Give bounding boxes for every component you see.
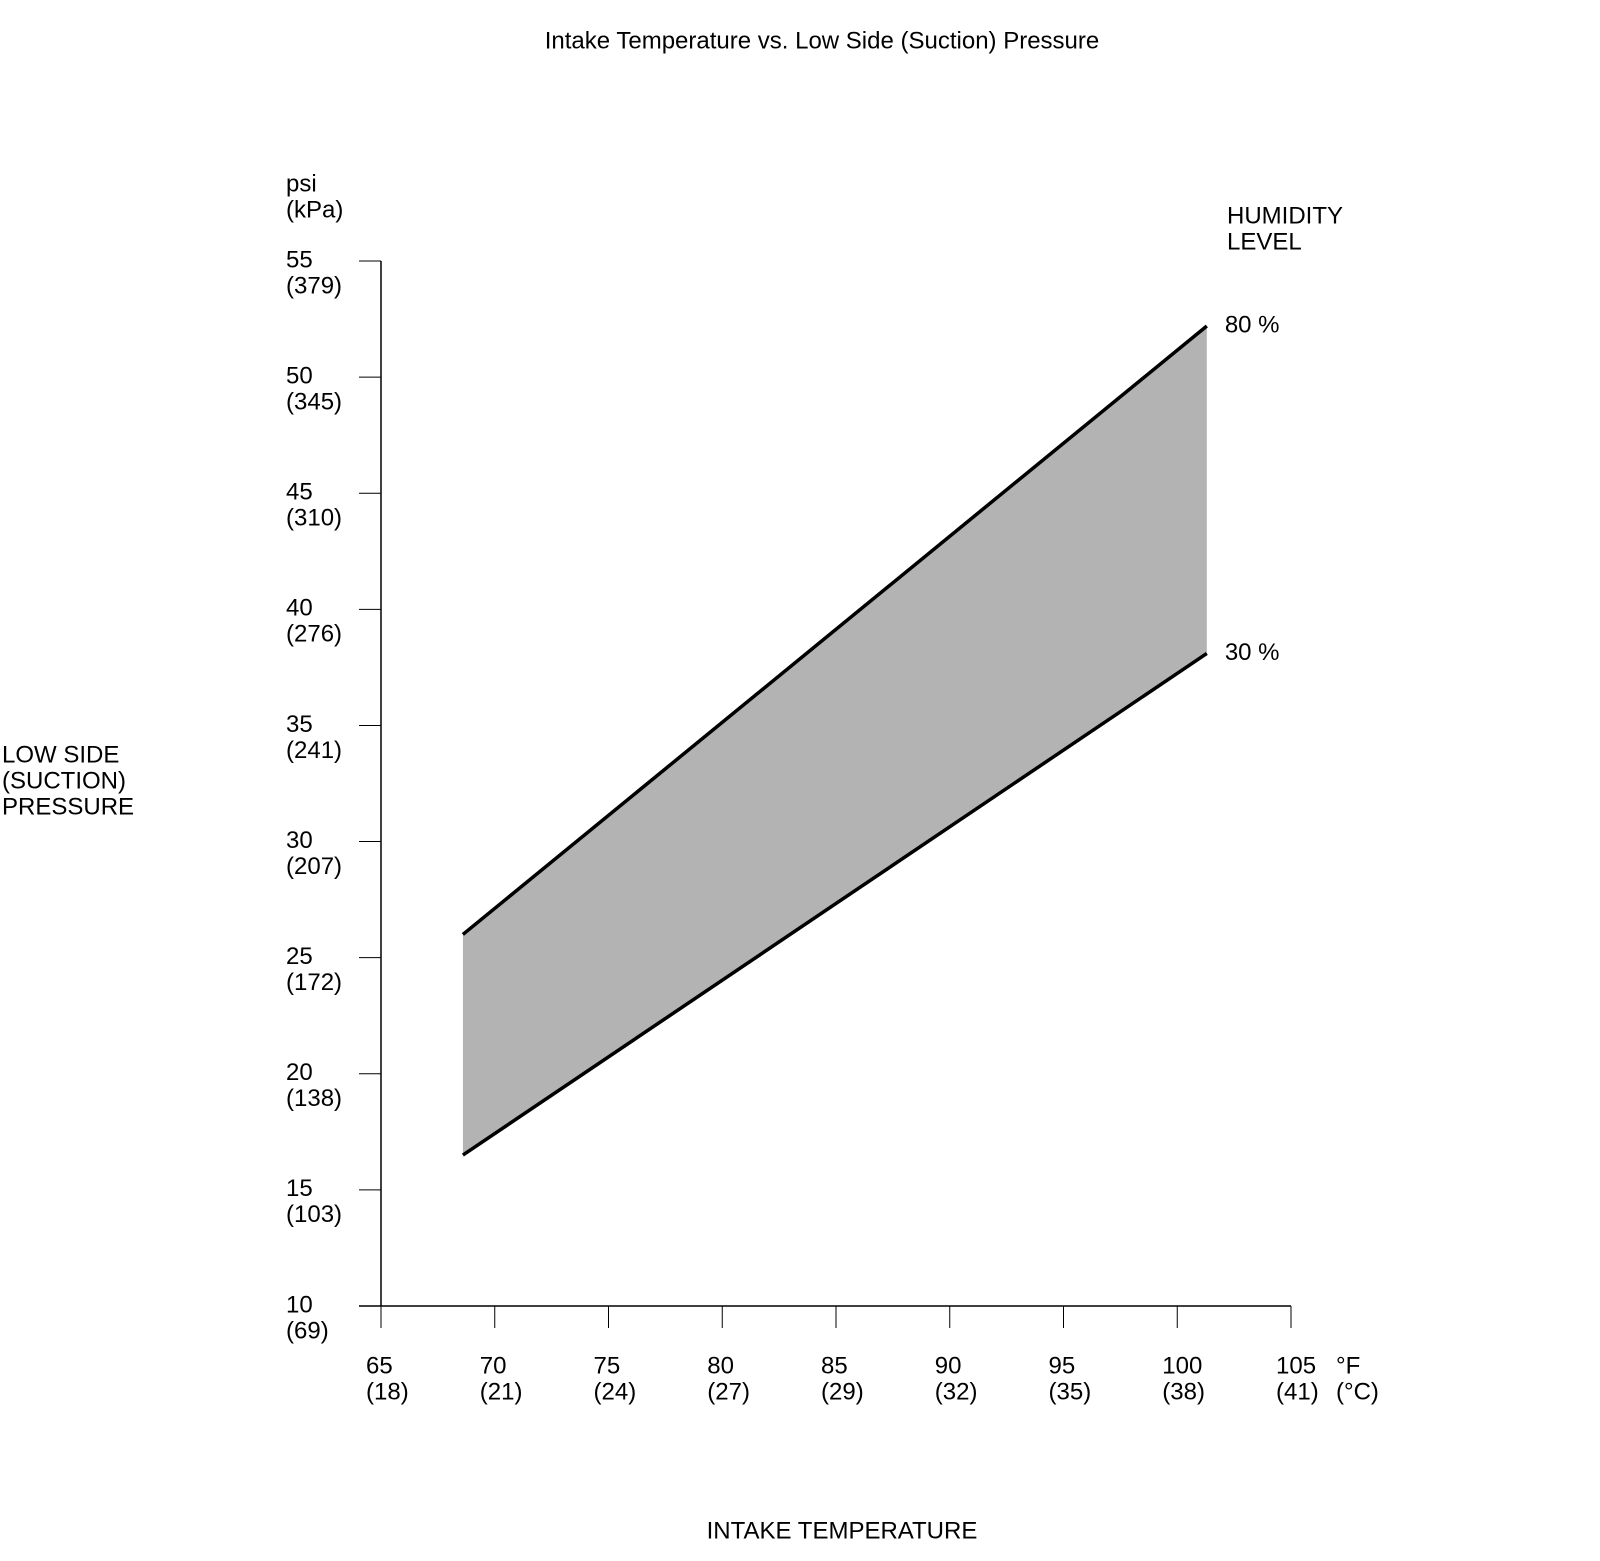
x-tick-secondary-label: (27) (707, 1378, 750, 1405)
y-tick-secondary-label: (276) (286, 621, 342, 648)
y-tick-secondary-label: (345) (286, 388, 342, 415)
y-tick-secondary-label: (172) (286, 969, 342, 996)
x-tick-label: 65 (366, 1352, 393, 1379)
y-tick-secondary-label: (379) (286, 272, 342, 299)
legend-title: LEVEL (1227, 228, 1302, 255)
y-tick-label: 15 (286, 1175, 313, 1202)
x-tick-label: 80 (707, 1352, 734, 1379)
legend-label: 80 % (1225, 311, 1280, 338)
y-tick-label: 25 (286, 943, 313, 970)
y-tick-label: 50 (286, 362, 313, 389)
x-tick-secondary-label: (18) (366, 1378, 409, 1405)
y-tick-label: 45 (286, 479, 313, 506)
y-tick-label: 10 (286, 1291, 313, 1318)
x-tick-secondary-label: (41) (1276, 1378, 1319, 1405)
x-tick-secondary-label: (24) (594, 1378, 637, 1405)
x-axis-label: INTAKE TEMPERATURE (707, 1517, 978, 1544)
line (461, 652, 1208, 1157)
x-tick-secondary-label: (21) (480, 1378, 523, 1405)
x-tick-secondary-label: (29) (821, 1378, 864, 1405)
legend-label: 30 % (1225, 639, 1280, 666)
y-axis-label: (SUCTION) (2, 767, 126, 794)
y-tick-secondary-label: (103) (286, 1201, 342, 1228)
y-units: psi (286, 170, 317, 197)
y-axis-label: PRESSURE (2, 793, 134, 820)
y-tick-label: 30 (286, 827, 313, 854)
line (461, 324, 1208, 936)
x-tick-label: 70 (480, 1352, 507, 1379)
x-tick-label: 75 (594, 1352, 621, 1379)
y-tick-secondary-label: (207) (286, 853, 342, 880)
x-tick-secondary-label: (35) (1049, 1378, 1092, 1405)
y-tick-secondary-label: (69) (286, 1317, 329, 1344)
x-tick-label: 95 (1049, 1352, 1076, 1379)
x-tick-secondary-label: (38) (1162, 1378, 1205, 1405)
x-tick-label: 100 (1162, 1352, 1202, 1379)
humidity-band (462, 326, 1207, 1156)
chart-title: Intake Temperature vs. Low Side (Suction… (545, 27, 1099, 54)
y-units: (kPa) (286, 196, 343, 223)
y-tick-secondary-label: (138) (286, 1085, 342, 1112)
x-units: (°C) (1336, 1378, 1379, 1405)
x-tick-secondary-label: (32) (935, 1378, 978, 1405)
x-tick-label: 90 (935, 1352, 962, 1379)
y-tick-secondary-label: (241) (286, 737, 342, 764)
x-tick-label: 105 (1276, 1352, 1316, 1379)
legend-title: HUMIDITY (1227, 202, 1343, 229)
y-tick-label: 20 (286, 1059, 313, 1086)
y-tick-label: 40 (286, 595, 313, 622)
x-units: °F (1336, 1352, 1360, 1379)
x-tick-label: 85 (821, 1352, 848, 1379)
y-tick-label: 35 (286, 711, 313, 738)
y-axis-label: LOW SIDE (2, 741, 119, 768)
y-tick-label: 55 (286, 246, 313, 273)
y-tick-secondary-label: (310) (286, 505, 342, 532)
